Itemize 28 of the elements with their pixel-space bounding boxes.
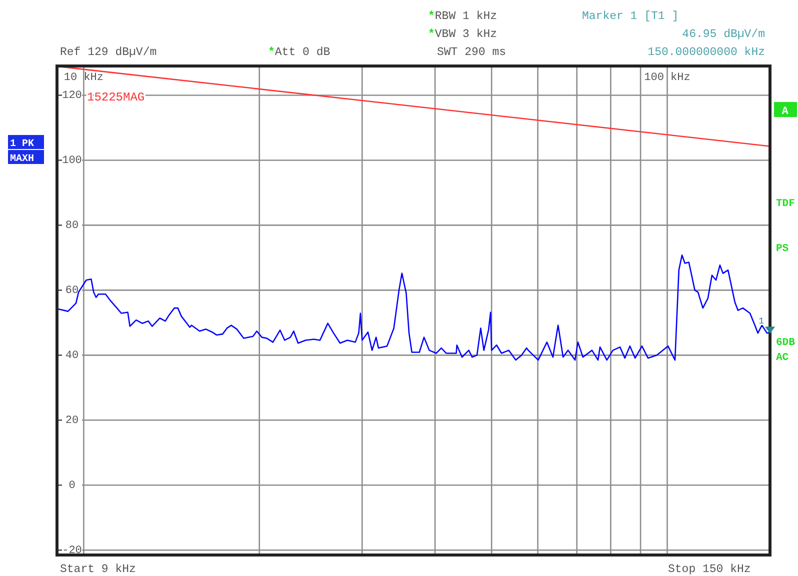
text: Stop 150 kHz — [668, 563, 751, 576]
x-tick-label: 100 kHz — [644, 72, 690, 84]
y-tick-label: 20 — [65, 415, 79, 428]
y-tick-label: -20 — [62, 544, 82, 557]
y-tick-label: 0 — [68, 480, 76, 492]
text: 46.95 dBµV/m — [682, 28, 766, 41]
y-tick-label: 100 — [62, 155, 82, 168]
text: Ref 129 dBµV/m — [60, 46, 157, 59]
text: *RBW 1 kHz — [428, 10, 498, 23]
text: AC — [776, 352, 790, 364]
text: PS — [776, 243, 789, 255]
text: A — [782, 106, 789, 118]
x-tick-label: 10 kHz — [64, 72, 104, 84]
text: Start 9 kHz — [60, 563, 136, 576]
text: *VBW 3 kHz — [428, 28, 498, 41]
text: TDF — [776, 198, 795, 210]
y-tick-label: 80 — [65, 220, 79, 232]
text: SWT 290 ms — [437, 46, 506, 59]
text: 6DB — [776, 337, 796, 349]
annotation: 1 — [758, 316, 764, 327]
text: Marker 1 [T1 ] — [582, 10, 679, 23]
y-tick-label: 40 — [65, 350, 79, 362]
text: MAXH — [10, 154, 34, 165]
y-tick-label: 120 — [62, 90, 82, 102]
text: 150.000000000 kHz — [648, 46, 765, 59]
text: *Att 0 dB — [268, 46, 330, 59]
text: 1 PK — [10, 139, 34, 150]
y-tick-label: 60 — [65, 285, 79, 298]
